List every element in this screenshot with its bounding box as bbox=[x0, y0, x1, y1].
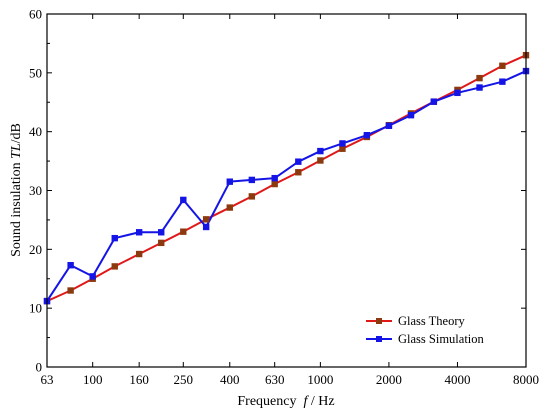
y-axis-title: Sound insulation TL/dB bbox=[9, 123, 24, 257]
data-point-glass-theory bbox=[317, 157, 324, 164]
data-point-glass-simulation bbox=[317, 147, 324, 155]
legend-simulation-label: Glass Simulation bbox=[398, 332, 485, 346]
x-tick-label: 160 bbox=[129, 372, 149, 387]
y-tick-label: 30 bbox=[29, 183, 42, 198]
data-point-glass-theory bbox=[135, 250, 143, 258]
data-point-glass-theory bbox=[180, 228, 187, 235]
data-point-glass-simulation bbox=[295, 158, 302, 165]
legend-simulation-marker bbox=[376, 336, 382, 342]
x-tick-label: 63 bbox=[41, 372, 54, 387]
y-tick-label: 60 bbox=[29, 7, 42, 22]
x-tick-label: 100 bbox=[83, 372, 103, 387]
data-point-glass-simulation bbox=[89, 273, 96, 280]
data-point-glass-theory bbox=[248, 193, 256, 200]
data-point-glass-theory bbox=[202, 216, 210, 223]
y-tick-label: 10 bbox=[29, 301, 42, 316]
y-axis-title-part-1: Sound insulation bbox=[9, 159, 24, 257]
legend-theory-marker bbox=[376, 318, 382, 324]
y-axis-title-part-2: /dB bbox=[9, 123, 24, 143]
x-tick-label: 2000 bbox=[376, 372, 402, 387]
data-point-glass-theory bbox=[339, 145, 346, 152]
data-point-glass-simulation bbox=[248, 176, 256, 184]
legend: Glass Theory Glass Simulation bbox=[366, 314, 485, 346]
x-axis-title: Frequency f / Hz bbox=[237, 394, 334, 409]
data-point-glass-simulation bbox=[407, 111, 415, 119]
y-tick-label: 40 bbox=[29, 124, 42, 139]
data-point-glass-simulation bbox=[180, 196, 187, 204]
y-tick-label: 50 bbox=[29, 65, 42, 80]
y-tick-label: 20 bbox=[29, 242, 42, 257]
x-tick-label: 1000 bbox=[307, 372, 333, 387]
data-point-glass-theory bbox=[295, 169, 302, 176]
data-point-glass-simulation bbox=[499, 78, 506, 85]
data-point-glass-simulation bbox=[363, 131, 371, 139]
data-point-glass-simulation bbox=[430, 98, 438, 105]
axis-ticks bbox=[46, 13, 527, 368]
data-point-glass-simulation bbox=[202, 223, 210, 231]
data-point-glass-theory bbox=[226, 204, 233, 211]
data-point-glass-simulation bbox=[454, 89, 461, 97]
data-point-glass-theory bbox=[499, 62, 506, 69]
data-point-glass-simulation bbox=[226, 178, 233, 185]
tick-labels: 63 100 160 250 400 630 1000 2000 4000 8000 0 10 20 30… bbox=[29, 7, 539, 388]
x-tick-label: 250 bbox=[174, 372, 194, 387]
series-layer bbox=[43, 51, 530, 305]
data-point-glass-simulation bbox=[271, 174, 278, 182]
data-point-glass-simulation bbox=[476, 84, 483, 91]
data-point-glass-simulation bbox=[135, 229, 143, 236]
series-line-glass-theory bbox=[46, 54, 527, 303]
series-line-glass-simulation bbox=[46, 70, 527, 302]
data-point-glass-theory bbox=[111, 263, 118, 270]
x-axis-title-symbol: f bbox=[303, 394, 309, 409]
data-point-glass-theory bbox=[271, 180, 278, 188]
data-point-glass-simulation bbox=[385, 122, 393, 129]
x-axis-title-part-2: / Hz bbox=[307, 394, 334, 409]
y-axis-title-symbol: TL bbox=[9, 143, 24, 159]
data-point-glass-theory bbox=[67, 287, 74, 294]
data-point-glass-simulation bbox=[111, 234, 118, 242]
plot-frame bbox=[46, 13, 527, 368]
data-point-glass-simulation bbox=[339, 140, 346, 147]
x-axis-title-part-1: Frequency bbox=[237, 394, 303, 409]
legend-theory-label: Glass Theory bbox=[398, 314, 466, 328]
data-point-glass-simulation bbox=[67, 262, 74, 269]
y-tick-label: 0 bbox=[36, 360, 43, 375]
data-point-glass-theory bbox=[158, 239, 165, 247]
x-tick-label: 400 bbox=[220, 372, 240, 387]
data-point-glass-simulation bbox=[158, 229, 165, 236]
data-point-glass-theory bbox=[476, 74, 483, 82]
x-tick-label: 8000 bbox=[513, 372, 539, 387]
x-tick-label: 630 bbox=[265, 372, 285, 387]
x-tick-label: 4000 bbox=[444, 372, 470, 387]
